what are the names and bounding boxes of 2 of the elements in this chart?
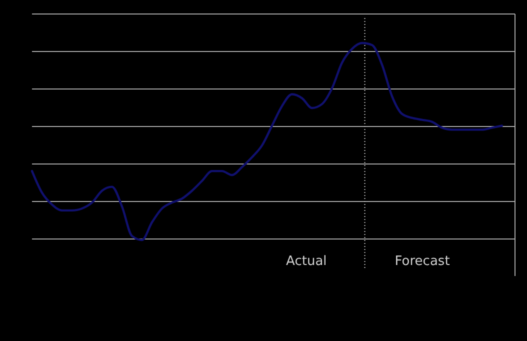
text: Forecast <box>394 254 450 269</box>
text: Actual <box>286 254 327 269</box>
